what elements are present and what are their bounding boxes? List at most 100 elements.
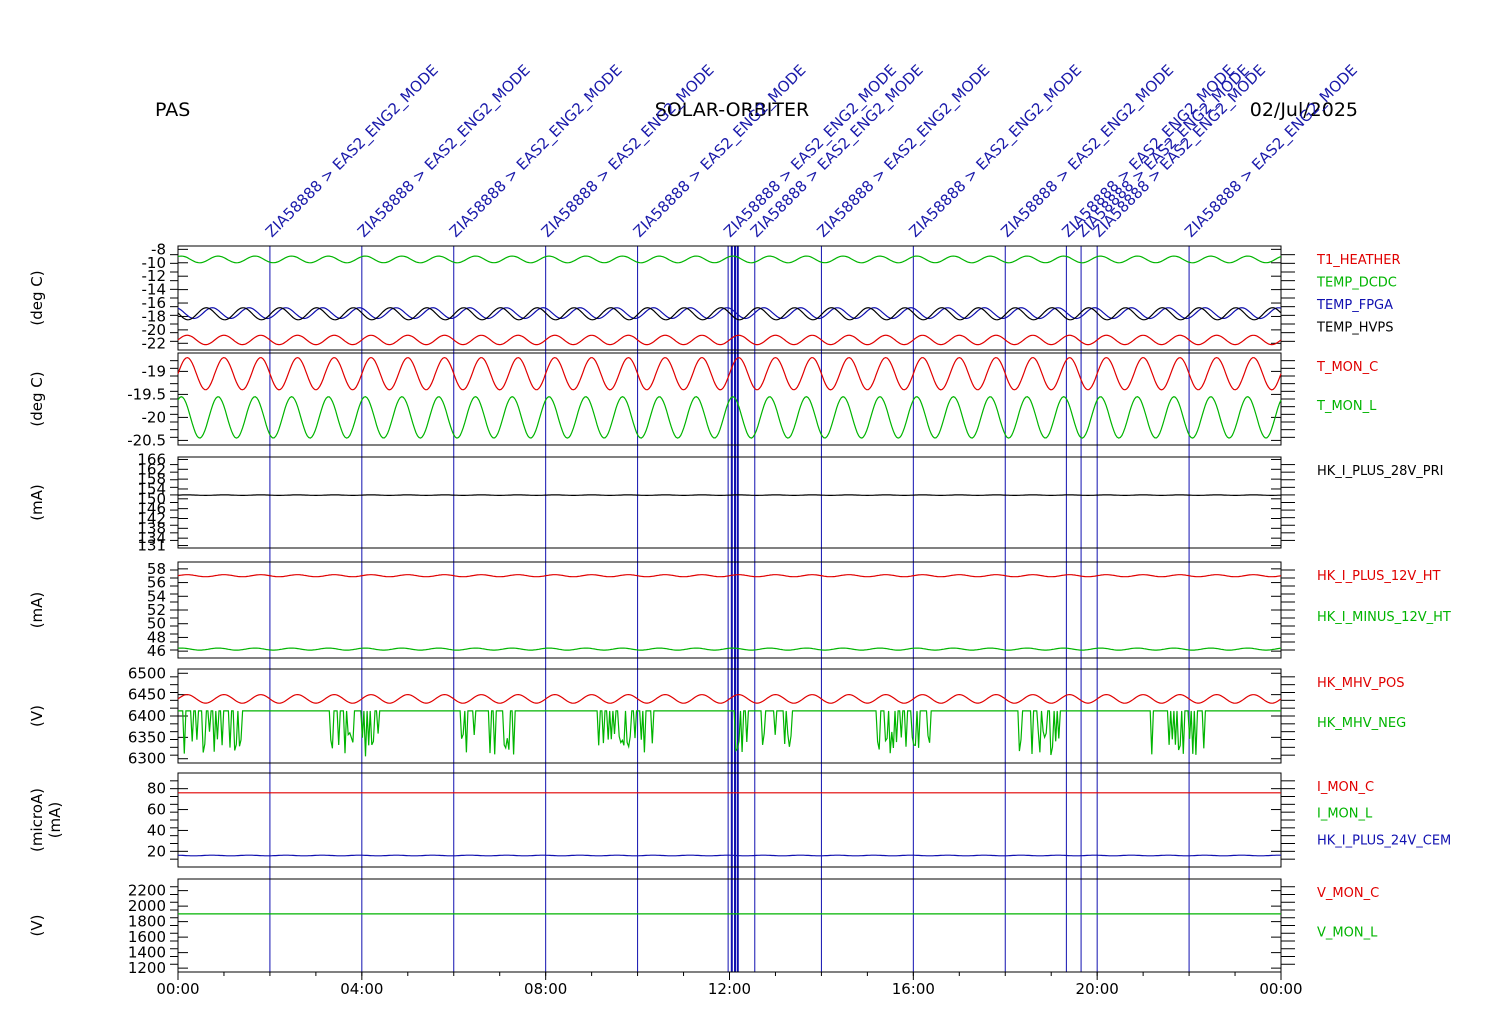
y-tick-label: 6450 xyxy=(128,686,166,704)
legend-label: V_MON_C xyxy=(1317,886,1379,901)
y-tick-label: -12 xyxy=(142,267,167,285)
y-tick-label: 6350 xyxy=(128,728,166,746)
legend-label: T_MON_L xyxy=(1316,399,1377,414)
y-tick-label: 60 xyxy=(147,801,166,819)
y-tick-label: 2000 xyxy=(128,897,166,915)
y-axis-label: (mA) xyxy=(28,484,46,521)
series-line xyxy=(178,494,1282,496)
legend-label: HK_MHV_NEG xyxy=(1317,716,1406,731)
y-tick-label: -20.5 xyxy=(127,431,166,449)
panel-5: 6500 6450 6400 6350 6300 (V) HK_MHV_POS HK_MHV_… xyxy=(28,664,1406,767)
y-tick-label: 1400 xyxy=(128,944,166,962)
mission-title: SOLAR-ORBITER xyxy=(655,99,809,121)
x-tick-label: 00:00 xyxy=(156,980,199,998)
y-tick-label: 142 xyxy=(137,509,166,527)
y-tick-label: 1600 xyxy=(128,928,166,946)
legend-label: I_MON_L xyxy=(1317,807,1373,822)
series-line xyxy=(177,307,1282,321)
y-tick-label: -22 xyxy=(142,334,167,352)
event-label: ZIA58888 > EAS2_ENG2_MODE xyxy=(1073,61,1253,241)
x-tick-label: 08:00 xyxy=(524,980,567,998)
y-tick-label: -20 xyxy=(142,408,167,426)
event-label: ZIA58888 > EAS2_ENG2_MODE xyxy=(905,61,1085,241)
y-tick-label: -10 xyxy=(142,254,167,272)
y-tick-label: 50 xyxy=(147,615,166,633)
legend-label: HK_I_PLUS_28V_PRI xyxy=(1317,464,1443,479)
panel-1: -8-10-12-14-16-18-20-22 (deg C) T1_HEATHER… xyxy=(28,240,1401,352)
x-tick-label: 12:00 xyxy=(708,980,751,998)
y-axis-label: (mA) xyxy=(28,592,46,629)
instrument-label: PAS xyxy=(155,99,190,121)
x-tick-label: 00:00 xyxy=(1259,980,1302,998)
legend-label: HK_I_MINUS_12V_HT xyxy=(1317,610,1451,625)
y-tick-label: 58 xyxy=(147,560,166,578)
y-tick-label: 146 xyxy=(137,500,166,518)
legend-label: T1_HEATHER xyxy=(1316,253,1401,268)
event-label: ZIA58888 > EAS2_ENG2_MODE xyxy=(354,61,534,241)
y-tick-label: -14 xyxy=(142,281,167,299)
y-tick-label: 48 xyxy=(147,628,166,646)
legend-label: HK_MHV_POS xyxy=(1317,676,1405,691)
x-tick-label: 20:00 xyxy=(1076,980,1119,998)
panel-frame xyxy=(177,772,1282,868)
y-tick-label: -19 xyxy=(142,362,167,380)
y-axis-label: (V) xyxy=(28,915,46,937)
y-tick-label: -19.5 xyxy=(127,385,166,403)
x-tick-label: 04:00 xyxy=(340,980,383,998)
series-line xyxy=(178,710,1281,757)
y-tick-label: -8 xyxy=(151,240,166,258)
event-label: ZIA58888 > EAS2_ENG2_MODE xyxy=(446,61,626,241)
y-tick-label: 150 xyxy=(137,490,166,508)
legend-label: V_MON_L xyxy=(1317,926,1378,941)
y-tick-label: 40 xyxy=(147,821,166,839)
y-tick-label: 54 xyxy=(147,587,166,605)
y-tick-label: 138 xyxy=(137,519,166,537)
y-axis-label: (V) xyxy=(28,705,46,727)
y-tick-label: 80 xyxy=(147,780,166,798)
y-tick-label: 52 xyxy=(147,601,166,619)
legend-label: TEMP_HVPS xyxy=(1316,321,1393,336)
panel-frame xyxy=(177,456,1282,549)
series-line xyxy=(177,396,1282,439)
legend-label: HK_I_PLUS_12V_HT xyxy=(1317,569,1441,584)
y-tick-label: 2200 xyxy=(128,882,166,900)
series-line xyxy=(177,334,1282,346)
legend-label: HK_I_PLUS_24V_CEM xyxy=(1317,833,1451,848)
y-tick-label: 46 xyxy=(147,642,166,660)
series-line xyxy=(177,307,1282,320)
y-tick-label: 134 xyxy=(137,529,166,547)
x-tick-label: 16:00 xyxy=(892,980,935,998)
y-axis-label: (microA) xyxy=(28,788,46,852)
event-label: ZIA58888 > EAS2_ENG2_MODE xyxy=(262,61,442,241)
y-tick-label: -20 xyxy=(142,321,167,339)
date-label: 02/Jul/2025 xyxy=(1250,99,1358,121)
y-tick-label: 158 xyxy=(137,470,166,488)
y-tick-label: 56 xyxy=(147,574,166,592)
y-tick-label: 6300 xyxy=(128,750,166,768)
y-tick-label: 1800 xyxy=(128,913,166,931)
y-tick-label: -16 xyxy=(142,294,167,312)
y-tick-label: 166 xyxy=(137,450,166,468)
y-tick-label: 162 xyxy=(137,460,166,478)
legend-label: T_MON_C xyxy=(1316,360,1378,375)
panel-frame xyxy=(177,561,1282,659)
series-line xyxy=(177,255,1282,264)
legend-label: I_MON_C xyxy=(1317,780,1374,795)
y-tick-label: 6500 xyxy=(128,664,166,682)
legend-label: TEMP_FPGA xyxy=(1316,298,1393,313)
series-line xyxy=(177,854,1281,857)
series-line xyxy=(177,693,1282,704)
series-line xyxy=(177,647,1282,651)
legend-label: TEMP_DCDC xyxy=(1316,276,1397,291)
event-label: ZIA58888 > EAS2_ENG2_MODE xyxy=(720,61,900,241)
y-axis-label: (mA) xyxy=(46,802,64,839)
event-label: ZIA58888 > EAS2_ENG2_MODE xyxy=(1089,61,1269,241)
y-tick-label: 6400 xyxy=(128,707,166,725)
y-tick-label: -18 xyxy=(142,307,167,325)
y-tick-label: 131 xyxy=(137,537,166,555)
panel-2: -19 -19.5 -20 -20.5 (deg C) T_MON_C T_MON_L xyxy=(28,352,1378,449)
